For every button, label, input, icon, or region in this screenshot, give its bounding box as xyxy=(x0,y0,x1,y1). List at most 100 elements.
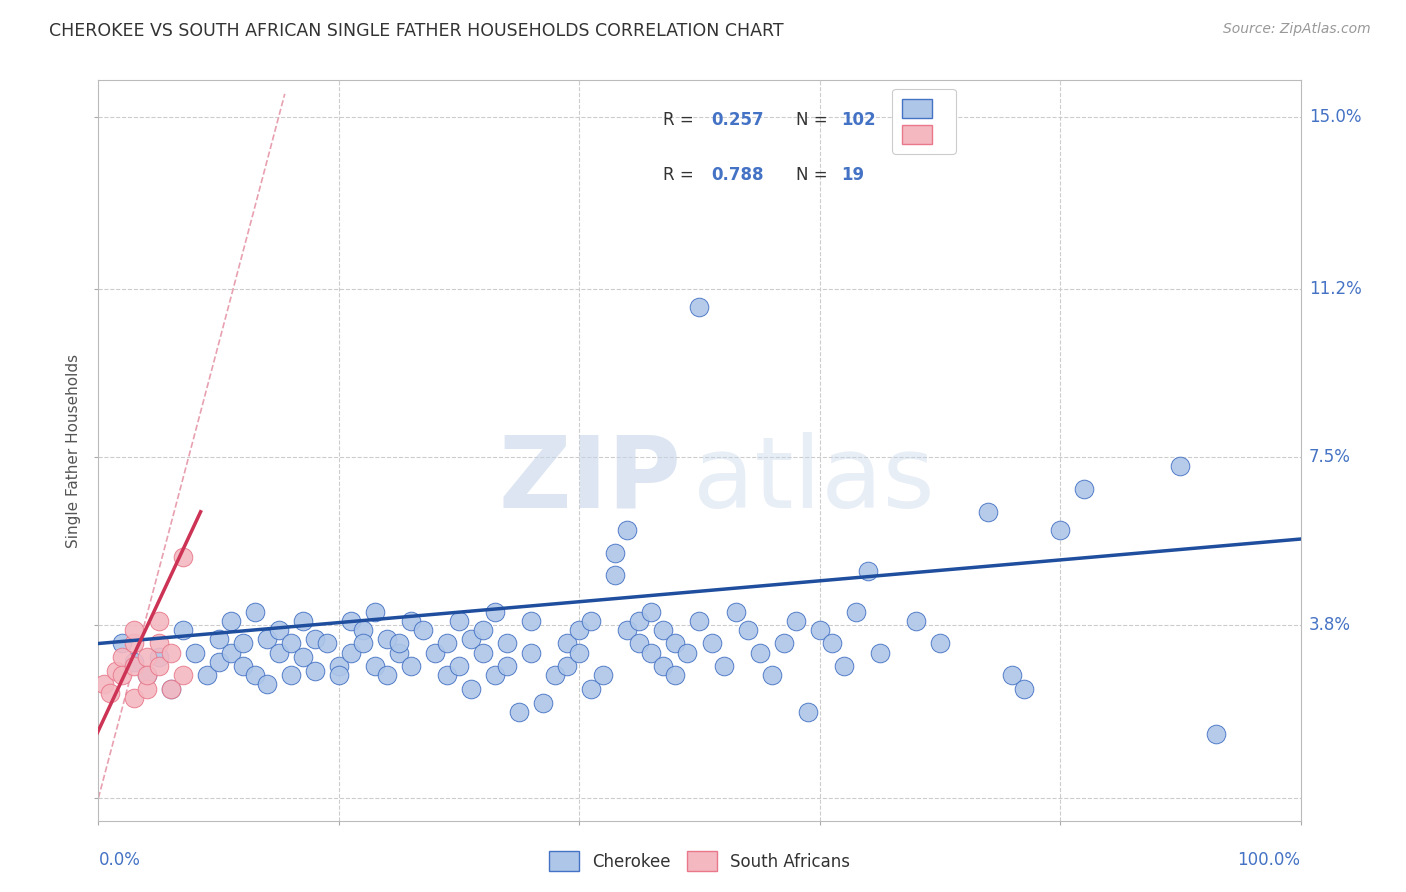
Point xyxy=(664,668,686,682)
Point xyxy=(195,668,218,682)
Point xyxy=(388,636,411,650)
Text: ZIP: ZIP xyxy=(499,432,682,529)
Point xyxy=(100,686,122,700)
Text: atlas: atlas xyxy=(693,432,935,529)
Point xyxy=(856,564,879,578)
Text: 102: 102 xyxy=(841,111,876,128)
Point xyxy=(748,646,770,660)
Text: CHEROKEE VS SOUTH AFRICAN SINGLE FATHER HOUSEHOLDS CORRELATION CHART: CHEROKEE VS SOUTH AFRICAN SINGLE FATHER … xyxy=(49,22,783,40)
Text: 0.0%: 0.0% xyxy=(98,851,141,869)
Point xyxy=(520,614,543,628)
Point xyxy=(1205,727,1227,741)
Point xyxy=(832,659,855,673)
Point xyxy=(544,668,567,682)
Text: 0.257: 0.257 xyxy=(711,111,763,128)
Point xyxy=(869,646,891,660)
Point xyxy=(135,668,157,682)
Point xyxy=(1073,482,1095,496)
Point xyxy=(460,632,482,646)
Point xyxy=(148,614,170,628)
Point xyxy=(472,623,495,637)
Point xyxy=(208,632,231,646)
Point xyxy=(399,614,422,628)
Point xyxy=(111,650,134,665)
Point xyxy=(172,550,194,565)
Point xyxy=(520,646,543,660)
Point xyxy=(232,636,254,650)
Point xyxy=(111,636,134,650)
Point xyxy=(267,623,290,637)
Point xyxy=(652,659,675,673)
Point xyxy=(388,646,411,660)
Point xyxy=(737,623,759,637)
Point xyxy=(664,636,686,650)
Text: 15.0%: 15.0% xyxy=(1309,108,1361,126)
Point xyxy=(568,646,591,660)
Point xyxy=(555,636,578,650)
Point xyxy=(135,650,157,665)
Point xyxy=(135,668,157,682)
Point xyxy=(568,623,591,637)
Point xyxy=(472,646,495,660)
Point xyxy=(352,623,374,637)
Text: N =: N = xyxy=(796,111,832,128)
Point xyxy=(124,691,146,706)
Point xyxy=(256,632,278,646)
Text: R =: R = xyxy=(664,166,699,184)
Text: N =: N = xyxy=(796,166,832,184)
Point xyxy=(700,636,723,650)
Point xyxy=(340,614,363,628)
Point xyxy=(447,614,470,628)
Point xyxy=(280,668,302,682)
Point xyxy=(616,623,638,637)
Point xyxy=(640,646,662,660)
Point xyxy=(616,523,638,537)
Text: 7.5%: 7.5% xyxy=(1309,449,1351,467)
Text: 100.0%: 100.0% xyxy=(1237,851,1301,869)
Point xyxy=(159,646,181,660)
Point xyxy=(375,668,398,682)
Point xyxy=(315,636,337,650)
Point xyxy=(676,646,699,660)
Point xyxy=(724,605,747,619)
Point xyxy=(1001,668,1024,682)
Point xyxy=(172,623,194,637)
Point xyxy=(124,655,146,669)
Point xyxy=(531,696,554,710)
Point xyxy=(821,636,844,650)
Point xyxy=(340,646,363,660)
Point xyxy=(423,646,446,660)
Point xyxy=(243,605,266,619)
Text: R =: R = xyxy=(664,111,699,128)
Point xyxy=(605,568,627,582)
Point xyxy=(256,677,278,691)
Legend: Cherokee, South Africans: Cherokee, South Africans xyxy=(540,843,859,879)
Point xyxy=(208,655,231,669)
Point xyxy=(159,681,181,696)
Point xyxy=(761,668,783,682)
Point xyxy=(713,659,735,673)
Point xyxy=(148,650,170,665)
Point xyxy=(605,546,627,560)
Point xyxy=(328,659,350,673)
Point xyxy=(364,659,387,673)
Point xyxy=(364,605,387,619)
Point xyxy=(352,636,374,650)
Point xyxy=(304,664,326,678)
Point xyxy=(688,301,710,315)
Point xyxy=(496,659,519,673)
Point xyxy=(772,636,794,650)
Text: 3.8%: 3.8% xyxy=(1309,616,1351,634)
Point xyxy=(1012,681,1035,696)
Point xyxy=(135,681,157,696)
Point xyxy=(581,614,603,628)
Point xyxy=(124,636,146,650)
Point xyxy=(219,646,242,660)
Point xyxy=(399,659,422,673)
Point xyxy=(555,659,578,673)
Point xyxy=(628,636,651,650)
Point xyxy=(243,668,266,682)
Text: Source: ZipAtlas.com: Source: ZipAtlas.com xyxy=(1223,22,1371,37)
Point xyxy=(484,668,506,682)
Point xyxy=(460,681,482,696)
